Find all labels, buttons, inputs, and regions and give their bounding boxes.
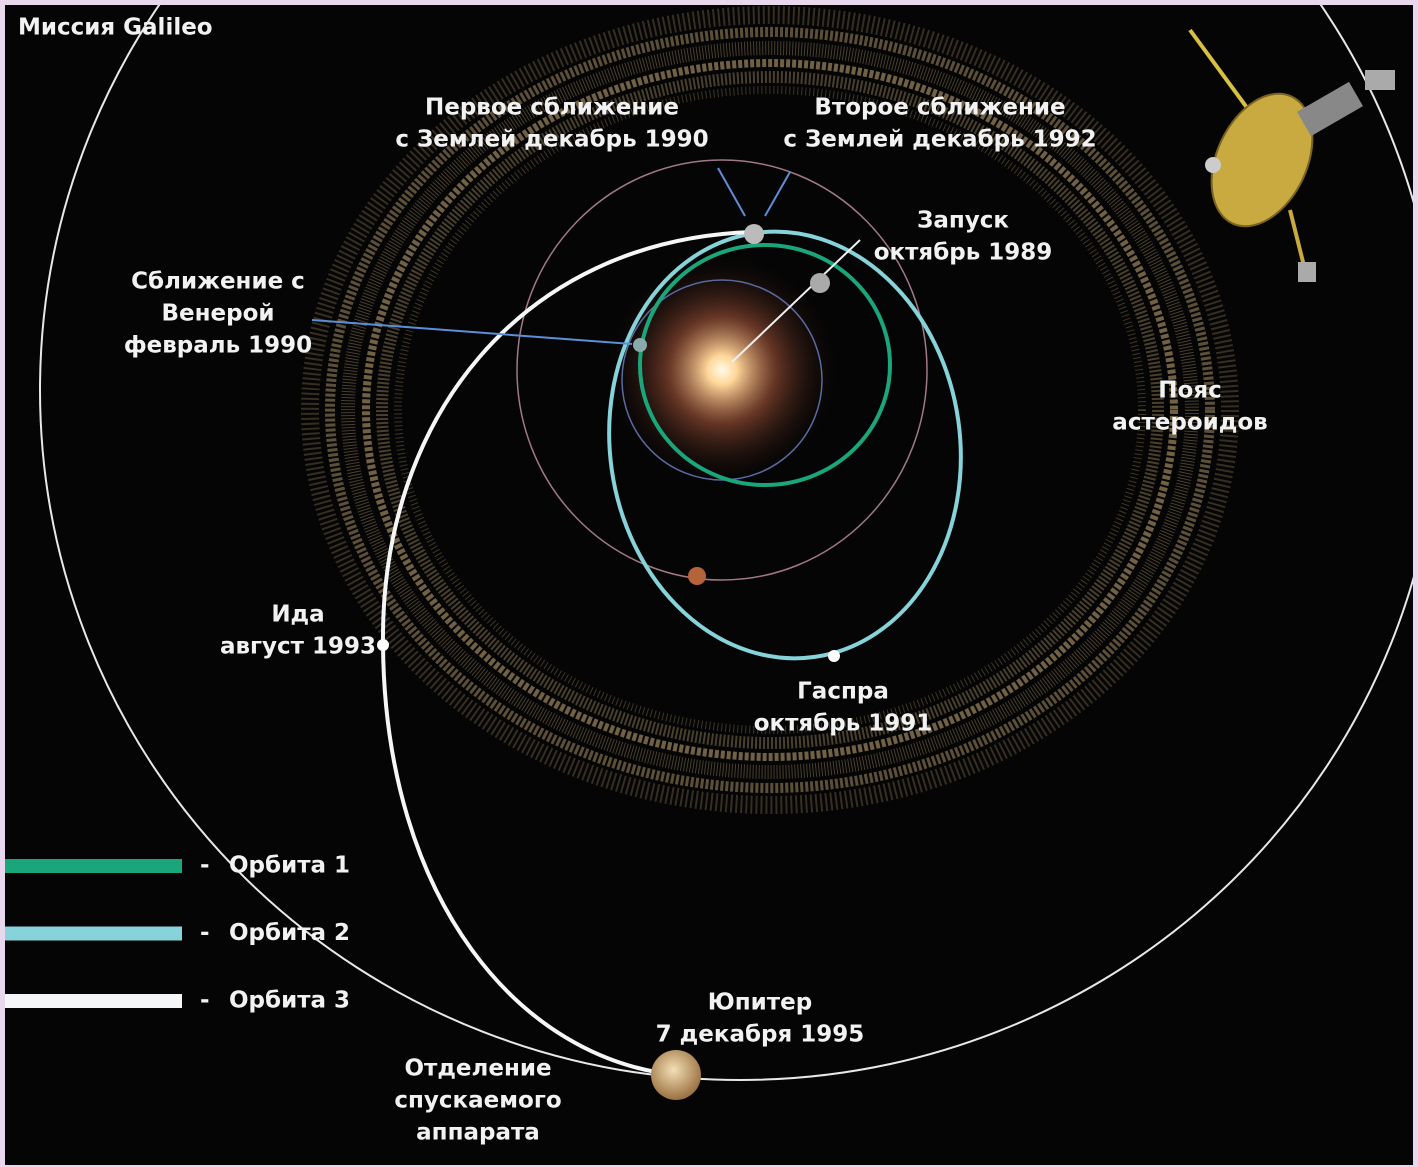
scene — [5, 5, 1413, 1165]
orbit-1 — [638, 243, 892, 487]
launch-label: октябрь 1989 — [874, 240, 1053, 266]
asteroid-belt-rings — [301, 6, 1239, 814]
legend-label: Орбита 2 — [229, 920, 350, 946]
legend-marker: - — [200, 920, 210, 946]
legend-marker: - — [200, 853, 210, 879]
ida-point — [377, 639, 389, 651]
legend-swatch — [5, 859, 182, 873]
venus-flyby-label: Венерой — [161, 301, 274, 327]
asteroid-belt-label: астероидов — [1112, 410, 1267, 436]
background — [5, 5, 1413, 1165]
labels: Первое сближение с Землей декабрь 1990 Вто… — [124, 95, 1268, 1146]
legend-swatch — [5, 926, 182, 941]
legend-label: Орбита 1 — [229, 853, 350, 879]
sun — [602, 250, 842, 490]
earth-flyby-2-label: Второе сближение — [814, 95, 1065, 121]
legend-marker: - — [200, 988, 210, 1014]
jupiter-label: 7 декабря 1995 — [656, 1022, 865, 1048]
venus-orbit — [621, 279, 823, 481]
asteroid-belt-label: Пояс — [1158, 378, 1221, 404]
gaspra-label: октябрь 1991 — [754, 711, 933, 737]
venus-flyby-label: Сближение с — [131, 269, 305, 295]
jupiter-orbit — [39, 5, 1413, 1081]
launch-line — [731, 239, 861, 363]
legend-label: Орбита 3 — [229, 988, 350, 1014]
earth-flyby-1-label: Первое сближение — [425, 95, 679, 121]
jupiter-planet — [651, 1050, 701, 1100]
venus — [633, 338, 647, 352]
spacecraft — [1188, 28, 1395, 282]
launch-label: Запуск — [917, 208, 1009, 234]
earth — [744, 224, 764, 244]
earth-flyby-2-label: с Землей декабрь 1992 — [783, 127, 1096, 153]
mars-orbit — [516, 159, 928, 581]
probe-release-label: спускаемого — [394, 1088, 561, 1114]
earth-flyby-1-label: с Землей декабрь 1990 — [395, 127, 708, 153]
mars — [688, 567, 706, 585]
probe-release-label: аппарата — [416, 1120, 540, 1146]
venus-flyby-label: февраль 1990 — [124, 333, 312, 359]
title: Миссия Galileo — [18, 15, 213, 41]
earth-launch — [810, 273, 830, 293]
ida-label: август 1993 — [220, 634, 376, 660]
gaspra-label: Гаспра — [797, 679, 889, 705]
legend-swatch — [5, 994, 182, 1008]
pointers — [311, 167, 791, 345]
gaspra-point — [828, 650, 840, 662]
ida-label: Ида — [271, 602, 324, 628]
jupiter-label: Юпитер — [708, 990, 812, 1016]
probe-release-label: Отделение — [404, 1056, 551, 1082]
legend: - Орбита 1- Орбита 2- Орбита 3 — [5, 853, 350, 1014]
